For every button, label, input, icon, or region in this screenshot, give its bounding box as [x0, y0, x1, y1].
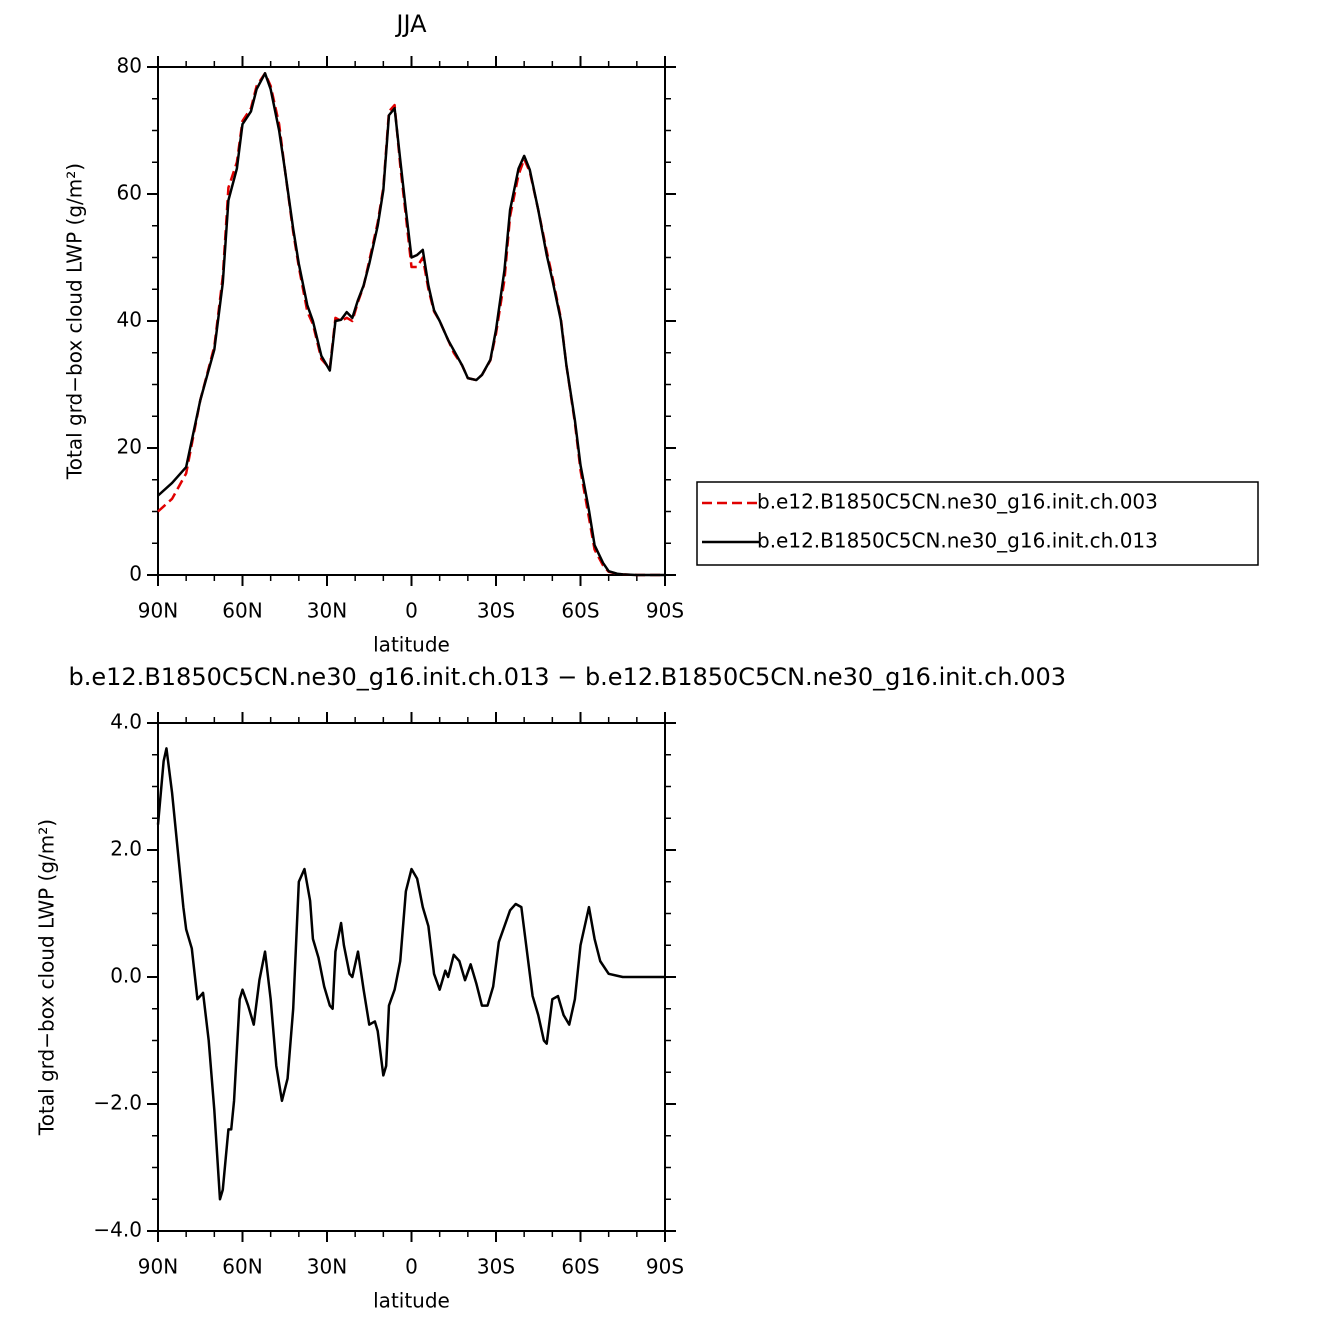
data-line: [157, 72, 665, 577]
chart-title: JJA: [394, 10, 427, 38]
y-tick-label: −2.0: [93, 1091, 142, 1115]
y-axis-label: Total grd−box cloud LWP (g/m²): [63, 163, 87, 480]
y-tick-label: 2.0: [110, 837, 142, 861]
x-tick-label: 90S: [646, 599, 684, 623]
x-tick-label: 90S: [646, 1255, 684, 1279]
y-tick-label: 0: [129, 562, 142, 586]
y-tick-label: −4.0: [93, 1218, 142, 1242]
chart-title: b.e12.B1850C5CN.ne30_g16.init.ch.013 − b…: [69, 663, 1066, 691]
x-tick-label: 30S: [477, 599, 515, 623]
x-tick-label: 90N: [138, 1255, 178, 1279]
y-tick-label: 40: [117, 308, 142, 332]
x-axis-label: latitude: [373, 633, 450, 657]
y-tick-label: 60: [117, 181, 142, 205]
data-line: [157, 72, 665, 577]
x-axis-label: latitude: [373, 1289, 450, 1313]
x-tick-label: 0: [405, 599, 418, 623]
x-tick-label: 60N: [222, 599, 262, 623]
data-line: [156, 747, 665, 1201]
y-tick-label: 20: [117, 435, 142, 459]
x-tick-label: 30N: [307, 1255, 347, 1279]
x-tick-label: 60N: [222, 1255, 262, 1279]
plot-frame: [157, 722, 666, 1232]
x-tick-label: 0: [405, 1255, 418, 1279]
y-tick-label: 4.0: [110, 710, 142, 734]
x-tick-label: 60S: [561, 599, 599, 623]
x-tick-label: 30S: [477, 1255, 515, 1279]
legend-label: b.e12.B1850C5CN.ne30_g16.init.ch.003: [757, 490, 1158, 514]
y-tick-label: 0.0: [110, 964, 142, 988]
y-tick-label: 80: [117, 54, 142, 78]
legend-label: b.e12.B1850C5CN.ne30_g16.init.ch.013: [757, 529, 1158, 553]
x-tick-label: 90N: [138, 599, 178, 623]
y-axis-label: Total grd−box cloud LWP (g/m²): [35, 819, 59, 1136]
legend-box: [696, 481, 1259, 566]
x-tick-label: 60S: [561, 1255, 599, 1279]
plot-frame: [157, 66, 666, 576]
x-tick-label: 30N: [307, 599, 347, 623]
